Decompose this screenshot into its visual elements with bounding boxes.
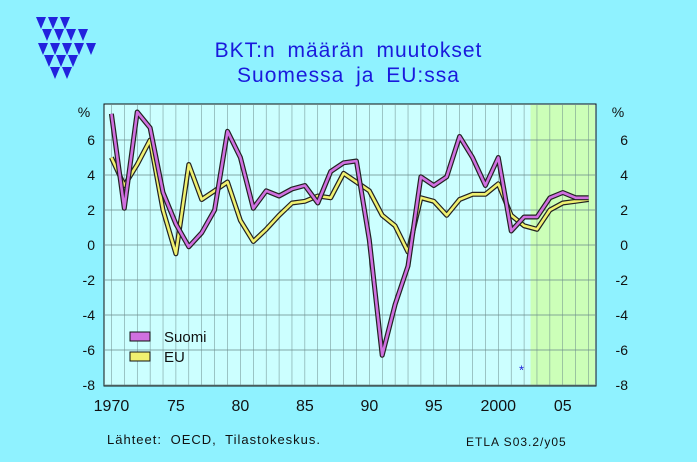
x-tick-label: 2000 (480, 398, 516, 415)
y-tick-label-left: -4 (83, 307, 96, 323)
series-line-suomi (110, 110, 589, 357)
data-marker: * (519, 362, 524, 377)
chart-title: BKT:n määrän muutokset Suomessa ja EU:ss… (0, 38, 697, 88)
y-tick-label-right: 0 (620, 237, 628, 253)
y-tick-label-left: 2 (87, 202, 95, 218)
y-tick-label-right: -6 (616, 342, 629, 358)
y-tick-label-left: -8 (83, 377, 96, 393)
y-tick-label-right: -2 (616, 272, 629, 288)
axis-ticks: -8 -8 -6 -6 -4 -4 -2 -2 0 0 2 2 4 4 6 6 1970 75 80 85 90 95 20… (83, 132, 629, 415)
y-unit-left: % (78, 104, 90, 120)
x-tick-label: 90 (360, 398, 378, 415)
y-tick-label-left: -2 (83, 272, 96, 288)
y-unit-right: % (612, 104, 624, 120)
y-tick-label-right: 4 (620, 167, 628, 183)
y-tick-label-right: 6 (620, 132, 628, 148)
x-tick-label: 95 (425, 398, 443, 415)
reference-code: ETLA S03.2/y05 (466, 435, 567, 449)
y-tick-label-left: 4 (87, 167, 95, 183)
y-tick-label-left: 6 (87, 132, 95, 148)
legend: Suomi EU (129, 329, 207, 366)
y-tick-label-left: 0 (87, 237, 95, 253)
y-tick-label-right: 2 (620, 202, 628, 218)
series-lines (108, 109, 589, 358)
legend-label-suomi: Suomi (164, 329, 207, 346)
legend-label-eu: EU (164, 349, 185, 366)
x-tick-label: 1970 (94, 398, 130, 415)
title-line-1: BKT:n määrän muutokset (214, 39, 483, 62)
etla-logo-icon (36, 17, 96, 79)
legend-swatch-suomi (129, 331, 151, 342)
legend-swatch-eu (129, 351, 151, 362)
y-tick-label-left: -6 (83, 342, 96, 358)
x-tick-label: 75 (167, 398, 185, 415)
x-tick-label: 85 (296, 398, 314, 415)
title-line-2: Suomessa ja EU:ssa (237, 64, 460, 87)
y-tick-label-right: -8 (616, 377, 629, 393)
x-tick-label: 05 (554, 398, 572, 415)
source-note: Lähteet: OECD, Tilastokeskus. (107, 432, 322, 447)
x-tick-label: 80 (231, 398, 249, 415)
y-tick-label-right: -4 (616, 307, 629, 323)
